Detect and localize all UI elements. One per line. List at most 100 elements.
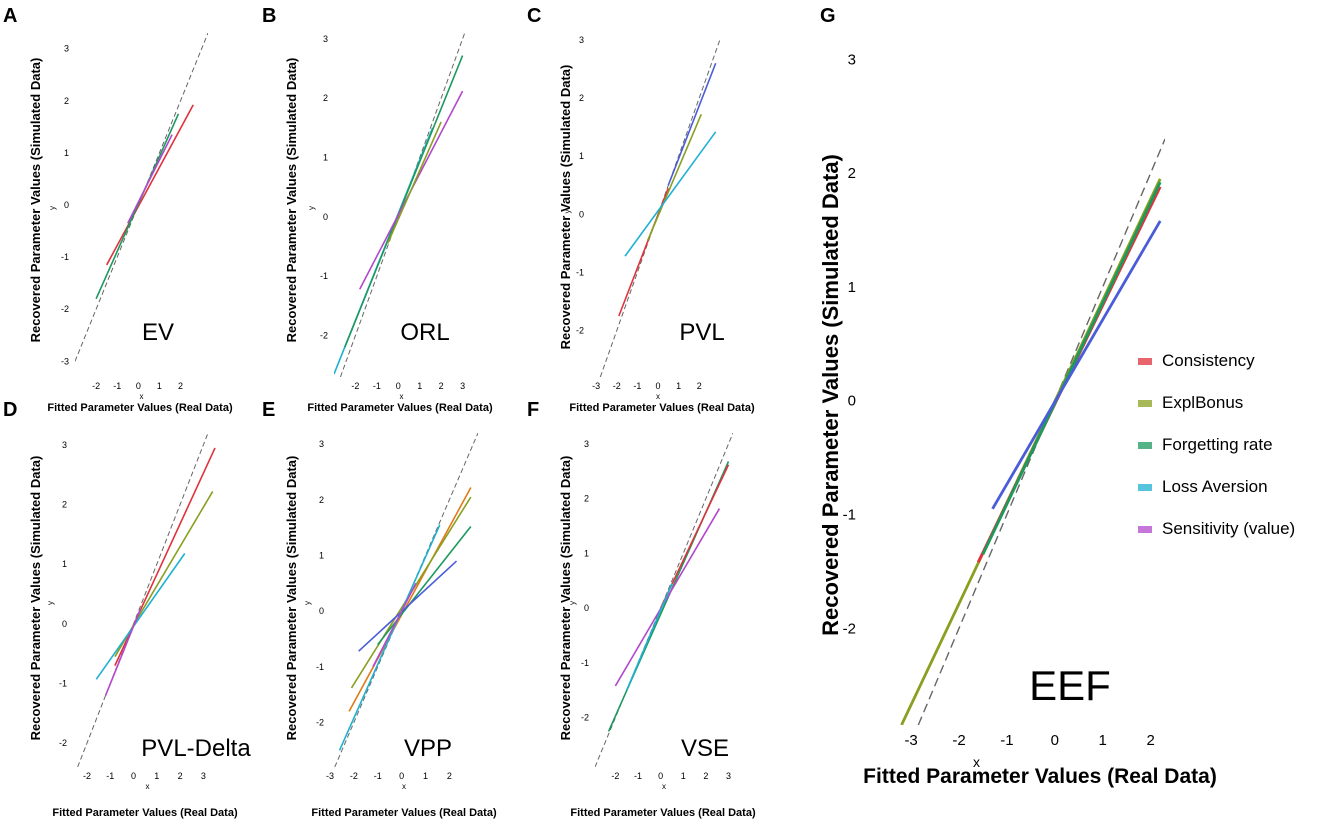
y-tick-label: -2 <box>581 713 589 723</box>
y-tick-label: 3 <box>848 51 856 68</box>
y-tick-label: -2 <box>59 738 67 748</box>
series-line-loss-aversion <box>95 553 186 680</box>
y-tick-label: 2 <box>319 495 324 505</box>
y-tick-label: 0 <box>64 200 69 210</box>
legend-item: ExplBonus <box>1138 382 1323 424</box>
x-axis-variable: x <box>402 782 406 791</box>
x-tick-label: 3 <box>460 381 465 391</box>
x-tick-label: -2 <box>613 381 621 391</box>
y-tick-label: 0 <box>584 603 589 613</box>
y-tick-label: -2 <box>320 330 328 340</box>
y-tick-label: -2 <box>843 620 856 637</box>
legend-item: Loss Aversion <box>1138 466 1323 508</box>
y-tick-label: 2 <box>584 494 589 504</box>
y-tick-label: -1 <box>576 267 584 277</box>
series-line-extra-orange <box>348 487 472 712</box>
legend-swatch <box>1138 441 1152 449</box>
x-tick-label: 3 <box>726 771 731 781</box>
x-tick-label: 0 <box>658 771 663 781</box>
x-tick-label: -2 <box>92 381 100 391</box>
model-name: EV <box>142 319 174 346</box>
x-tick-label: 2 <box>697 381 702 391</box>
series-line-extra-blue <box>667 62 717 186</box>
y-tick-label: 1 <box>62 559 67 569</box>
panel-letter: G <box>820 5 836 27</box>
x-tick-label: 1 <box>1099 732 1107 749</box>
x-axis-variable: x <box>656 392 660 401</box>
series-line-loss-aversion <box>624 131 717 257</box>
model-name: PVL-Delta <box>141 735 251 762</box>
y-axis-variable: y <box>48 206 57 210</box>
y-tick-label: 3 <box>323 34 328 44</box>
y-tick-label: 3 <box>584 439 589 449</box>
legend-swatch <box>1138 483 1152 491</box>
panel-letter: F <box>527 399 539 421</box>
y-tick-label: -2 <box>61 304 69 314</box>
y-axis-variable: y <box>563 210 572 214</box>
x-axis-title: Fitted Parameter Values (Real Data) <box>863 765 1217 788</box>
x-tick-label: -1 <box>634 771 642 781</box>
y-axis-title: Recovered Parameter Values (Simulated Da… <box>28 58 43 343</box>
series-line-loss-aversion <box>625 583 673 691</box>
series-line-forgetting-rate <box>377 526 472 646</box>
x-axis-title: Fitted Parameter Values (Real Data) <box>47 402 233 414</box>
x-tick-label: 1 <box>681 771 686 781</box>
y-tick-label: 2 <box>848 165 856 182</box>
series-line-forgetting-rate <box>95 113 180 300</box>
panel-C: C Recovered Parameter Values (Simulated D… <box>527 5 755 414</box>
panel-letter: A <box>3 5 17 27</box>
panel-B: B Recovered Parameter Values (Simulated D… <box>262 5 493 414</box>
panel-D: D Recovered Parameter Values (Simulated D… <box>3 399 251 819</box>
model-name: VPP <box>404 735 452 762</box>
y-tick-label: 1 <box>64 148 69 158</box>
y-tick-label: 0 <box>323 212 328 222</box>
panel-letter: D <box>3 399 17 421</box>
series-line-forgetting-rate <box>343 55 464 348</box>
x-tick-label: 0 <box>655 381 660 391</box>
y-tick-label: -1 <box>581 658 589 668</box>
legend-item: Sensitivity (value) <box>1138 508 1323 550</box>
x-tick-label: 3 <box>201 771 206 781</box>
x-tick-label: -1 <box>1000 732 1013 749</box>
panel-A: A Recovered Parameter Values (Simulated D… <box>3 5 233 414</box>
y-tick-label: 3 <box>579 35 584 45</box>
y-tick-label: 1 <box>579 151 584 161</box>
x-axis-variable: x <box>662 782 666 791</box>
y-tick-label: -3 <box>61 356 69 366</box>
panel-letter: B <box>262 5 276 27</box>
y-tick-label: -1 <box>59 679 67 689</box>
y-tick-label: 3 <box>62 440 67 450</box>
x-tick-label: 0 <box>399 771 404 781</box>
x-tick-label: -1 <box>633 381 641 391</box>
x-tick-label: 1 <box>676 381 681 391</box>
x-tick-label: 2 <box>703 771 708 781</box>
y-tick-label: 2 <box>579 93 584 103</box>
y-tick-label: -1 <box>320 271 328 281</box>
series-line-consistency <box>105 104 194 266</box>
y-tick-label: -2 <box>576 326 584 336</box>
x-tick-label: -2 <box>952 732 965 749</box>
x-tick-label: -1 <box>106 771 114 781</box>
legend-label: ExplBonus <box>1162 393 1244 412</box>
x-axis-title: Fitted Parameter Values (Real Data) <box>307 402 493 414</box>
series-line-sensitivity-value- <box>127 134 173 224</box>
y-axis-title: Recovered Parameter Values (Simulated Da… <box>558 65 573 350</box>
model-name: PVL <box>679 319 724 346</box>
x-tick-label: 0 <box>131 771 136 781</box>
series-line-consistency <box>114 447 216 666</box>
panel-E: E Recovered Parameter Values (Simulated D… <box>262 399 497 819</box>
y-tick-label: 0 <box>319 606 324 616</box>
x-tick-label: 2 <box>1146 732 1154 749</box>
x-tick-label: 1 <box>417 381 422 391</box>
y-tick-label: 1 <box>319 550 324 560</box>
y-axis-title: Recovered Parameter Values (Simulated Da… <box>818 154 843 636</box>
x-axis-variable: x <box>140 392 144 401</box>
x-tick-label: -1 <box>373 381 381 391</box>
x-tick-label: -2 <box>350 771 358 781</box>
x-tick-label: 0 <box>396 381 401 391</box>
series-line-sensitivity-value- <box>104 608 142 696</box>
y-axis-variable: y <box>46 601 55 605</box>
y-axis-title: Recovered Parameter Values (Simulated Da… <box>28 456 43 741</box>
x-tick-label: 1 <box>154 771 159 781</box>
y-tick-label: 1 <box>584 548 589 558</box>
